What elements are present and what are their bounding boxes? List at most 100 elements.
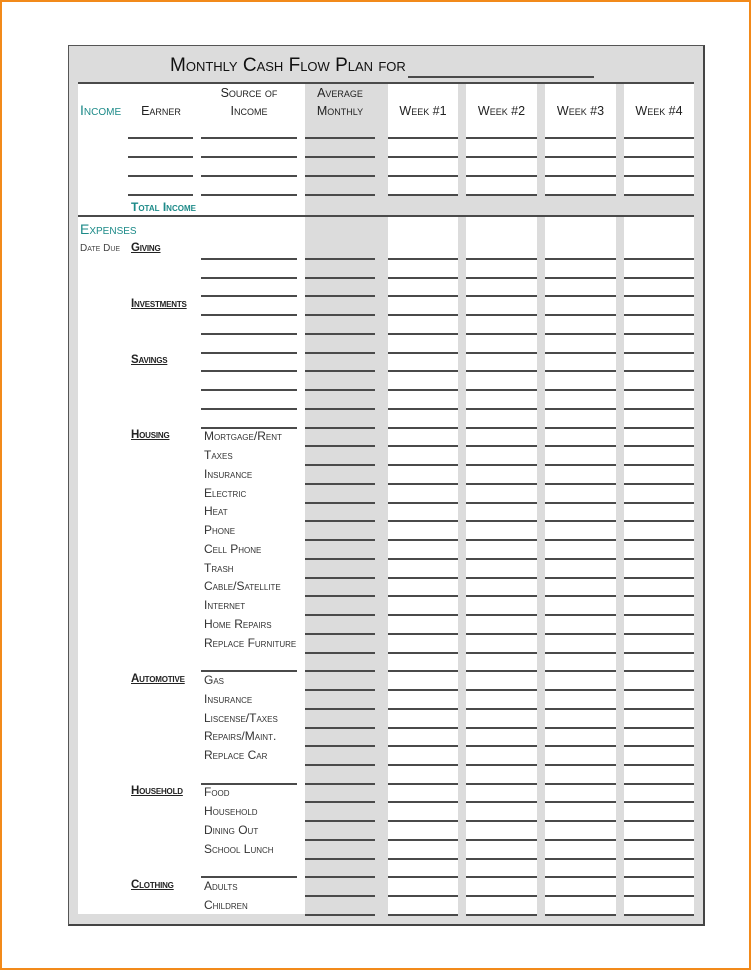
expense-average-field[interactable] xyxy=(305,464,375,467)
expense-week-2-field[interactable] xyxy=(466,351,537,354)
expense-week-3-field[interactable] xyxy=(545,670,616,673)
expense-week-4-field[interactable] xyxy=(624,426,694,429)
expense-week-4-field[interactable] xyxy=(624,557,694,560)
expense-week-3-field[interactable] xyxy=(545,707,616,710)
expense-week-3-field[interactable] xyxy=(545,351,616,354)
expense-week-4-field[interactable] xyxy=(624,389,694,392)
expense-week-2-field[interactable] xyxy=(466,838,537,841)
expense-source-field[interactable] xyxy=(201,258,297,260)
income-week-1-field[interactable] xyxy=(388,194,458,196)
income-earner-field[interactable] xyxy=(128,137,193,139)
income-earner-field[interactable] xyxy=(128,175,193,177)
expense-week-2-field[interactable] xyxy=(466,651,537,654)
expense-source-field[interactable] xyxy=(201,314,297,317)
expense-week-1-field[interactable] xyxy=(388,332,458,335)
expense-week-4-field[interactable] xyxy=(624,838,694,841)
expense-week-3-field[interactable] xyxy=(545,763,616,766)
expense-week-1-field[interactable] xyxy=(388,557,458,560)
expense-week-1-field[interactable] xyxy=(388,820,458,823)
expense-week-2-field[interactable] xyxy=(466,876,537,879)
expense-week-2-field[interactable] xyxy=(466,426,537,429)
expense-week-4-field[interactable] xyxy=(624,876,694,879)
expense-week-1-field[interactable] xyxy=(388,407,458,410)
expense-week-4-field[interactable] xyxy=(624,726,694,729)
expense-source-field[interactable] xyxy=(201,670,297,673)
expense-week-3-field[interactable] xyxy=(545,745,616,748)
expense-average-field[interactable] xyxy=(305,857,375,860)
expense-week-3-field[interactable] xyxy=(545,276,616,279)
expense-week-1-field[interactable] xyxy=(388,276,458,279)
expense-week-1-field[interactable] xyxy=(388,913,458,916)
expense-average-field[interactable] xyxy=(305,351,375,354)
expense-week-1-field[interactable] xyxy=(388,426,458,429)
expense-week-2-field[interactable] xyxy=(466,445,537,448)
expense-week-2-field[interactable] xyxy=(466,370,537,373)
expense-week-2-field[interactable] xyxy=(466,670,537,673)
expense-week-3-field[interactable] xyxy=(545,426,616,429)
expense-week-4-field[interactable] xyxy=(624,689,694,692)
expense-week-3-field[interactable] xyxy=(545,801,616,804)
expense-week-3-field[interactable] xyxy=(545,389,616,392)
expense-average-field[interactable] xyxy=(305,801,375,804)
expense-week-2-field[interactable] xyxy=(466,801,537,804)
expense-week-4-field[interactable] xyxy=(624,895,694,898)
expense-week-1-field[interactable] xyxy=(388,876,458,879)
expense-week-3-field[interactable] xyxy=(545,895,616,898)
expense-average-field[interactable] xyxy=(305,482,375,485)
income-week-3-field[interactable] xyxy=(545,194,616,196)
expense-week-1-field[interactable] xyxy=(388,651,458,654)
expense-week-2-field[interactable] xyxy=(466,276,537,279)
expense-week-4-field[interactable] xyxy=(624,276,694,279)
expense-source-field[interactable] xyxy=(201,351,297,354)
expense-average-field[interactable] xyxy=(305,520,375,523)
expense-average-field[interactable] xyxy=(305,539,375,542)
expense-week-4-field[interactable] xyxy=(624,445,694,448)
expense-week-3-field[interactable] xyxy=(545,445,616,448)
expense-average-field[interactable] xyxy=(305,501,375,504)
expense-week-4-field[interactable] xyxy=(624,913,694,916)
expense-source-field[interactable] xyxy=(201,407,297,410)
expense-week-1-field[interactable] xyxy=(388,763,458,766)
income-week-3-field[interactable] xyxy=(545,137,616,139)
income-earner-field[interactable] xyxy=(128,194,193,196)
income-average-field[interactable] xyxy=(305,175,375,177)
expense-week-2-field[interactable] xyxy=(466,913,537,916)
income-week-1-field[interactable] xyxy=(388,175,458,177)
income-average-field[interactable] xyxy=(305,156,375,158)
expense-week-1-field[interactable] xyxy=(388,445,458,448)
expense-average-field[interactable] xyxy=(305,407,375,410)
expense-average-field[interactable] xyxy=(305,370,375,373)
expense-average-field[interactable] xyxy=(305,445,375,448)
expense-week-3-field[interactable] xyxy=(545,651,616,654)
expense-week-3-field[interactable] xyxy=(545,595,616,598)
expense-week-1-field[interactable] xyxy=(388,501,458,504)
expense-week-3-field[interactable] xyxy=(545,557,616,560)
expense-week-1-field[interactable] xyxy=(388,314,458,317)
expense-week-3-field[interactable] xyxy=(545,876,616,879)
expense-week-4-field[interactable] xyxy=(624,314,694,317)
expense-week-3-field[interactable] xyxy=(545,332,616,335)
expense-source-field[interactable] xyxy=(201,276,297,279)
expense-week-4-field[interactable] xyxy=(624,745,694,748)
expense-week-2-field[interactable] xyxy=(466,763,537,766)
expense-week-1-field[interactable] xyxy=(388,670,458,673)
income-source-field[interactable] xyxy=(201,175,297,177)
expense-week-1-field[interactable] xyxy=(388,464,458,467)
expense-week-4-field[interactable] xyxy=(624,520,694,523)
expense-week-3-field[interactable] xyxy=(545,913,616,916)
income-week-1-field[interactable] xyxy=(388,156,458,158)
expense-week-1-field[interactable] xyxy=(388,576,458,579)
income-week-1-field[interactable] xyxy=(388,137,458,139)
expense-week-2-field[interactable] xyxy=(466,295,537,298)
expense-week-2-field[interactable] xyxy=(466,595,537,598)
expense-week-2-field[interactable] xyxy=(466,464,537,467)
expense-week-4-field[interactable] xyxy=(624,782,694,785)
expense-average-field[interactable] xyxy=(305,258,375,260)
expense-week-2-field[interactable] xyxy=(466,632,537,635)
expense-week-2-field[interactable] xyxy=(466,258,537,260)
expense-week-1-field[interactable] xyxy=(388,520,458,523)
expense-week-1-field[interactable] xyxy=(388,482,458,485)
expense-week-3-field[interactable] xyxy=(545,258,616,260)
expense-week-1-field[interactable] xyxy=(388,370,458,373)
expense-week-3-field[interactable] xyxy=(545,838,616,841)
